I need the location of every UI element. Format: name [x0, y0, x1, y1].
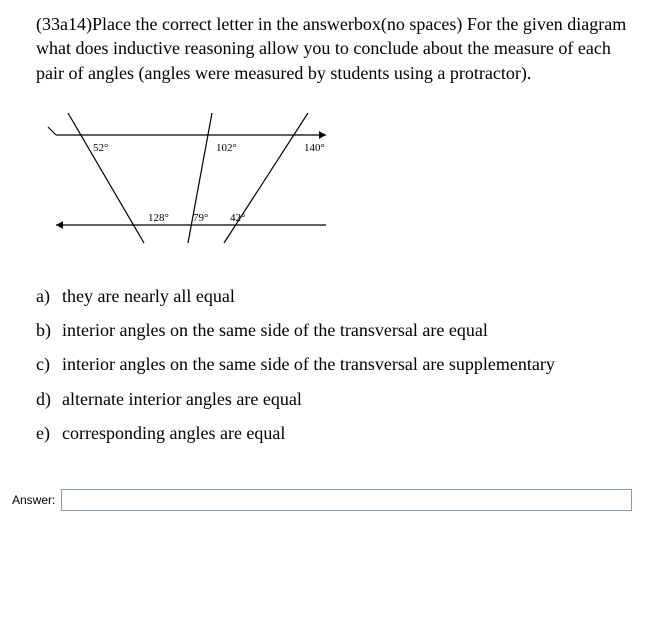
- diagram: 52° 102° 140° 128° 79° 42°: [36, 99, 632, 264]
- option-row: c)interior angles on the same side of th…: [36, 352, 632, 376]
- question-body: Place the correct letter in the answerbo…: [36, 14, 626, 83]
- option-text: corresponding angles are equal: [62, 421, 632, 445]
- svg-text:52°: 52°: [93, 142, 108, 154]
- option-text: interior angles on the same side of the …: [62, 352, 632, 376]
- option-row: b)interior angles on the same side of th…: [36, 318, 632, 342]
- svg-text:79°: 79°: [193, 212, 208, 224]
- option-text: alternate interior angles are equal: [62, 387, 632, 411]
- question-prefix: (33a14): [36, 14, 92, 34]
- svg-text:42°: 42°: [230, 212, 245, 224]
- svg-text:102°: 102°: [216, 142, 237, 154]
- answer-input[interactable]: [61, 489, 632, 511]
- option-letter: a): [36, 284, 62, 308]
- option-row: e)corresponding angles are equal: [36, 421, 632, 445]
- option-letter: c): [36, 352, 62, 376]
- options-list: a)they are nearly all equalb)interior an…: [36, 284, 632, 445]
- option-text: interior angles on the same side of the …: [62, 318, 632, 342]
- option-letter: e): [36, 421, 62, 445]
- question-text: (33a14)Place the correct letter in the a…: [36, 12, 632, 85]
- option-letter: d): [36, 387, 62, 411]
- question-container: (33a14)Place the correct letter in the a…: [0, 0, 656, 471]
- option-text: they are nearly all equal: [62, 284, 632, 308]
- svg-text:128°: 128°: [148, 212, 169, 224]
- answer-label: Answer:: [12, 493, 55, 507]
- option-row: d)alternate interior angles are equal: [36, 387, 632, 411]
- svg-text:140°: 140°: [304, 142, 325, 154]
- diagram-svg: 52° 102° 140° 128° 79° 42°: [36, 99, 346, 259]
- answer-row: Answer:: [0, 471, 656, 527]
- option-row: a)they are nearly all equal: [36, 284, 632, 308]
- option-letter: b): [36, 318, 62, 342]
